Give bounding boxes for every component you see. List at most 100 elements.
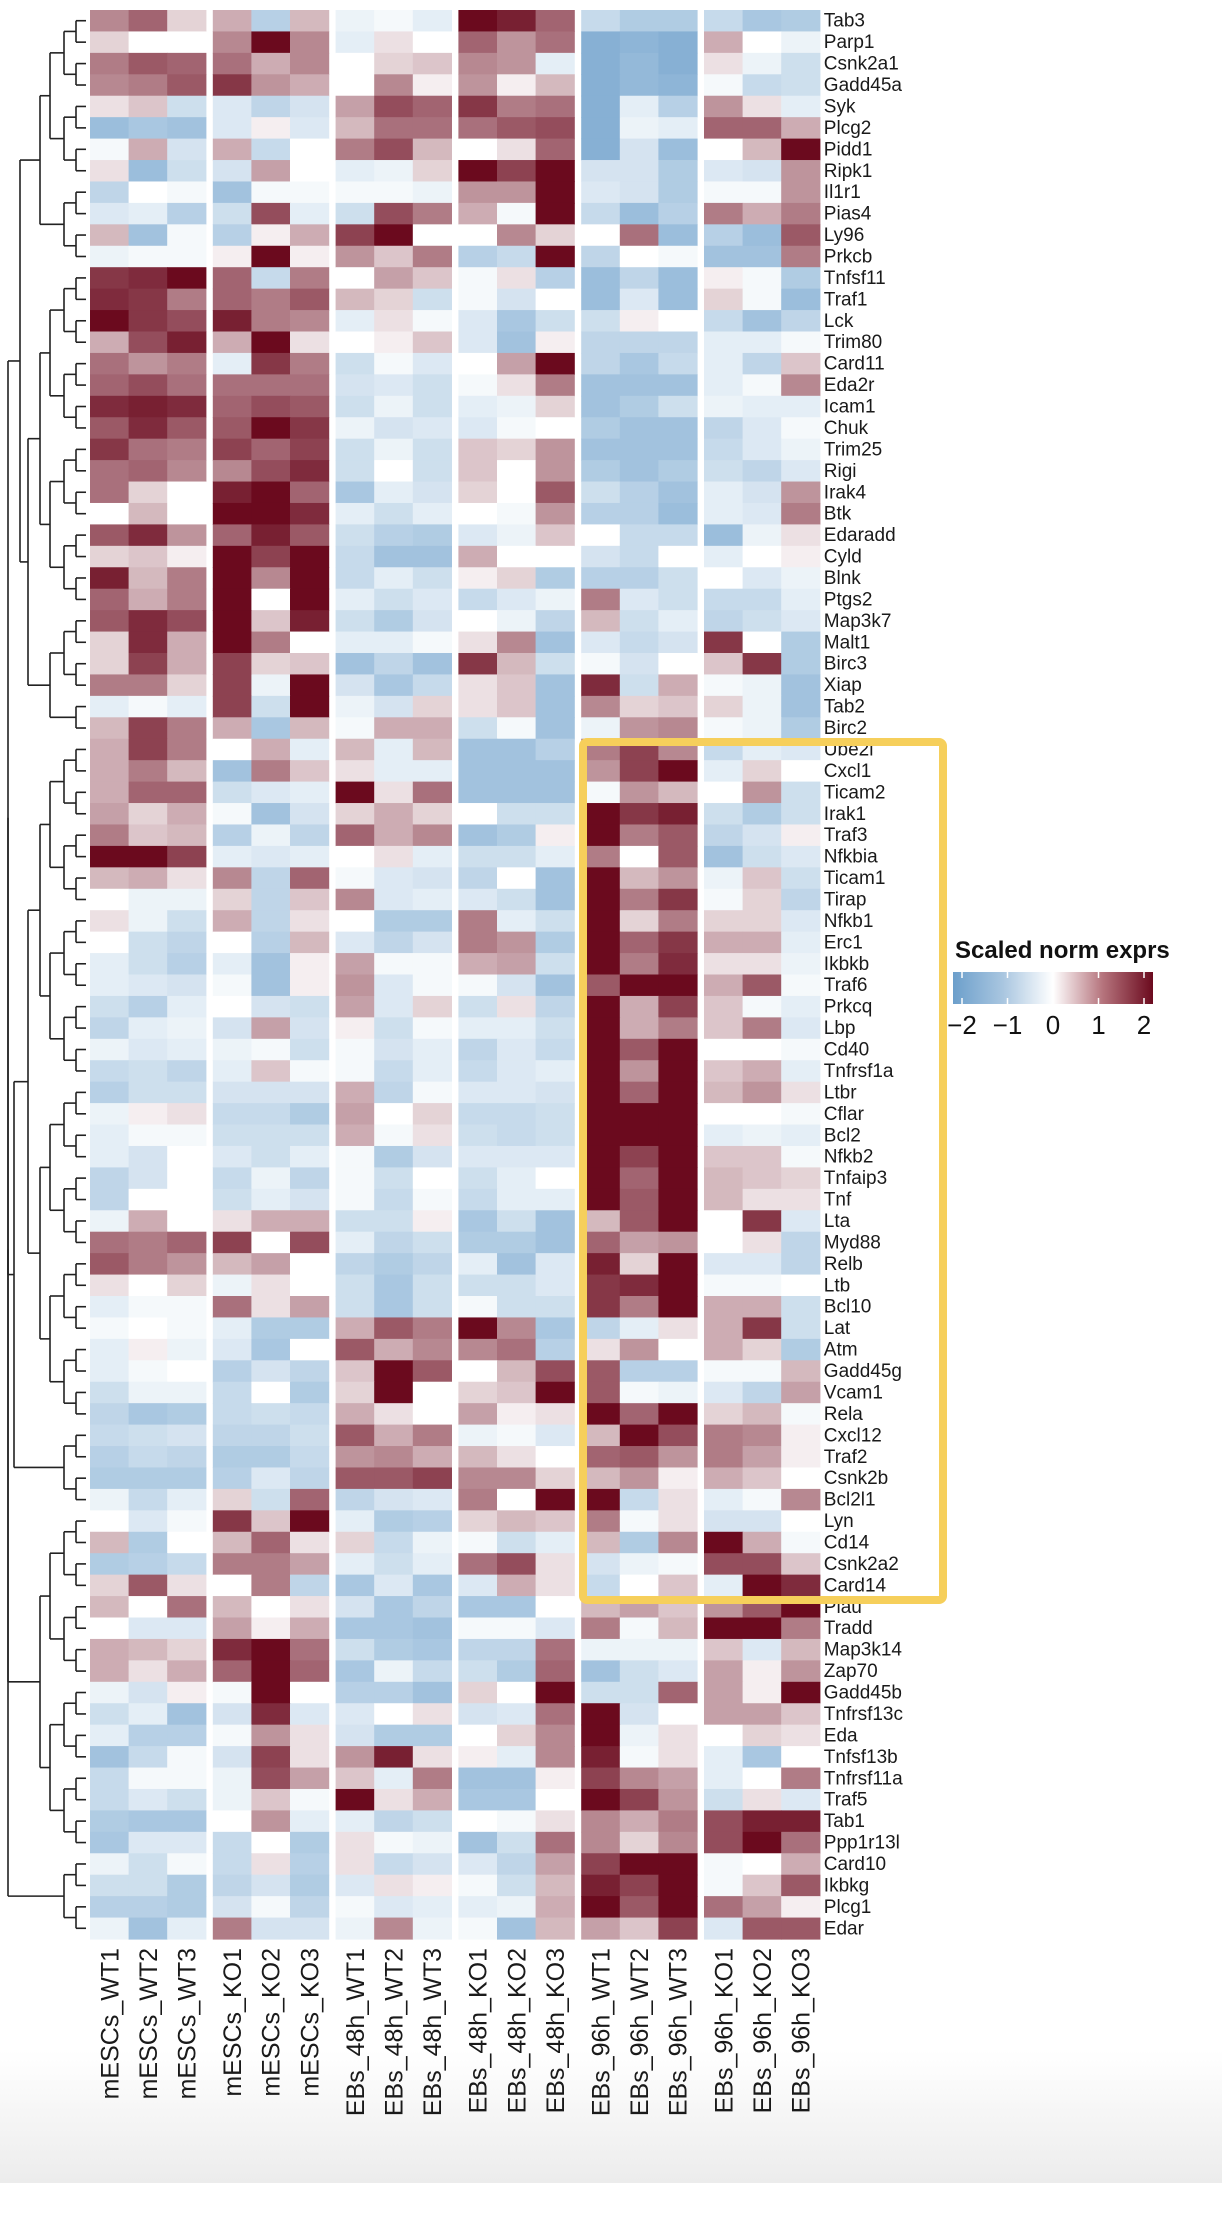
heatmap-cell <box>781 460 821 483</box>
heatmap-cell <box>90 781 130 804</box>
heatmap-cell <box>704 1017 744 1040</box>
heatmap-cell <box>497 1124 537 1147</box>
heatmap-cell <box>535 1617 575 1640</box>
heatmap-cell <box>335 1874 375 1897</box>
heatmap-cell <box>90 1467 130 1490</box>
heatmap-cell <box>535 760 575 783</box>
heatmap-cell <box>497 1317 537 1340</box>
heatmap-cell <box>497 267 537 290</box>
heatmap-cell <box>90 1488 130 1511</box>
heatmap-cell <box>581 1596 621 1619</box>
heatmap-cell <box>458 1788 498 1811</box>
heatmap-cell <box>619 631 659 654</box>
heatmap-cell <box>658 1360 698 1383</box>
heatmap-cell <box>704 1746 744 1769</box>
heatmap-cell <box>497 610 537 633</box>
heatmap-cell <box>619 502 659 525</box>
heatmap-cell <box>535 1596 575 1619</box>
heatmap-cell <box>290 1831 330 1854</box>
heatmap-cell <box>581 10 621 33</box>
heatmap-cell <box>128 1810 168 1833</box>
heatmap-cell <box>251 610 291 633</box>
heatmap-cell <box>619 953 659 976</box>
heatmap-cell <box>412 267 452 290</box>
heatmap-cell <box>335 953 375 976</box>
heatmap-cell <box>335 288 375 311</box>
heatmap-cell <box>535 1167 575 1190</box>
heatmap-cell <box>458 52 498 75</box>
heatmap-cell <box>90 417 130 440</box>
heatmap-cell <box>781 567 821 590</box>
heatmap-cell <box>335 1853 375 1876</box>
heatmap-cell <box>535 803 575 826</box>
row-label: Cd14 <box>824 1532 870 1553</box>
heatmap-cell <box>128 74 168 97</box>
heatmap-cell <box>374 845 414 868</box>
heatmap-cell <box>535 1296 575 1319</box>
heatmap-cell <box>251 1424 291 1447</box>
heatmap-cell <box>742 1081 782 1104</box>
heatmap-cell <box>458 1231 498 1254</box>
heatmap-cell <box>535 1660 575 1683</box>
heatmap-cell <box>90 331 130 354</box>
row-label: Syk <box>824 96 856 117</box>
heatmap-cell <box>167 931 207 954</box>
heatmap-cell <box>781 1596 821 1619</box>
heatmap-cell <box>374 460 414 483</box>
heatmap-cell <box>412 1338 452 1361</box>
heatmap-cell <box>458 1617 498 1640</box>
heatmap-cell <box>290 545 330 568</box>
heatmap-cell <box>458 1638 498 1661</box>
heatmap-cell <box>497 695 537 718</box>
heatmap-cell <box>535 1188 575 1211</box>
heatmap-cell <box>658 1788 698 1811</box>
heatmap-cell <box>212 717 252 740</box>
heatmap-cell <box>742 1338 782 1361</box>
heatmap-cell <box>704 310 744 333</box>
heatmap-cell <box>335 524 375 547</box>
heatmap-cell <box>781 224 821 247</box>
heatmap-cell <box>212 1488 252 1511</box>
heatmap-cell <box>374 52 414 75</box>
heatmap-cell <box>535 352 575 375</box>
row-label: Ube2i <box>824 739 874 760</box>
heatmap-cell <box>412 1103 452 1126</box>
heatmap-cell <box>128 502 168 525</box>
heatmap-cell <box>128 674 168 697</box>
heatmap-cell <box>535 374 575 397</box>
heatmap-cell <box>742 1788 782 1811</box>
heatmap-cell <box>458 417 498 440</box>
heatmap-cell <box>167 117 207 140</box>
row-label: Tnfsf11 <box>824 268 886 289</box>
heatmap-cell <box>781 288 821 311</box>
heatmap-cell <box>742 288 782 311</box>
heatmap-cell <box>619 995 659 1018</box>
heatmap-cell <box>658 888 698 911</box>
heatmap-cell <box>619 1788 659 1811</box>
row-label: Card10 <box>824 1854 886 1875</box>
row-label: Plcg2 <box>824 118 872 139</box>
heatmap-cell <box>581 52 621 75</box>
heatmap-cell <box>412 1853 452 1876</box>
heatmap-cell <box>458 738 498 761</box>
heatmap-cell <box>458 631 498 654</box>
heatmap-cell <box>781 824 821 847</box>
row-label: Traf1 <box>824 289 868 310</box>
heatmap-cell <box>619 845 659 868</box>
heatmap-cell <box>251 760 291 783</box>
heatmap-cell <box>412 224 452 247</box>
heatmap-cell <box>167 824 207 847</box>
heatmap-cell <box>128 1853 168 1876</box>
heatmap-cell <box>335 974 375 997</box>
heatmap-cell <box>128 567 168 590</box>
heatmap-cell <box>781 931 821 954</box>
heatmap-cell <box>742 524 782 547</box>
heatmap-cell <box>128 202 168 225</box>
heatmap-cell <box>212 974 252 997</box>
heatmap-cell <box>497 202 537 225</box>
heatmap-cell <box>374 245 414 268</box>
heatmap-cell <box>412 1660 452 1683</box>
heatmap-cell <box>167 74 207 97</box>
heatmap-cell <box>704 10 744 33</box>
